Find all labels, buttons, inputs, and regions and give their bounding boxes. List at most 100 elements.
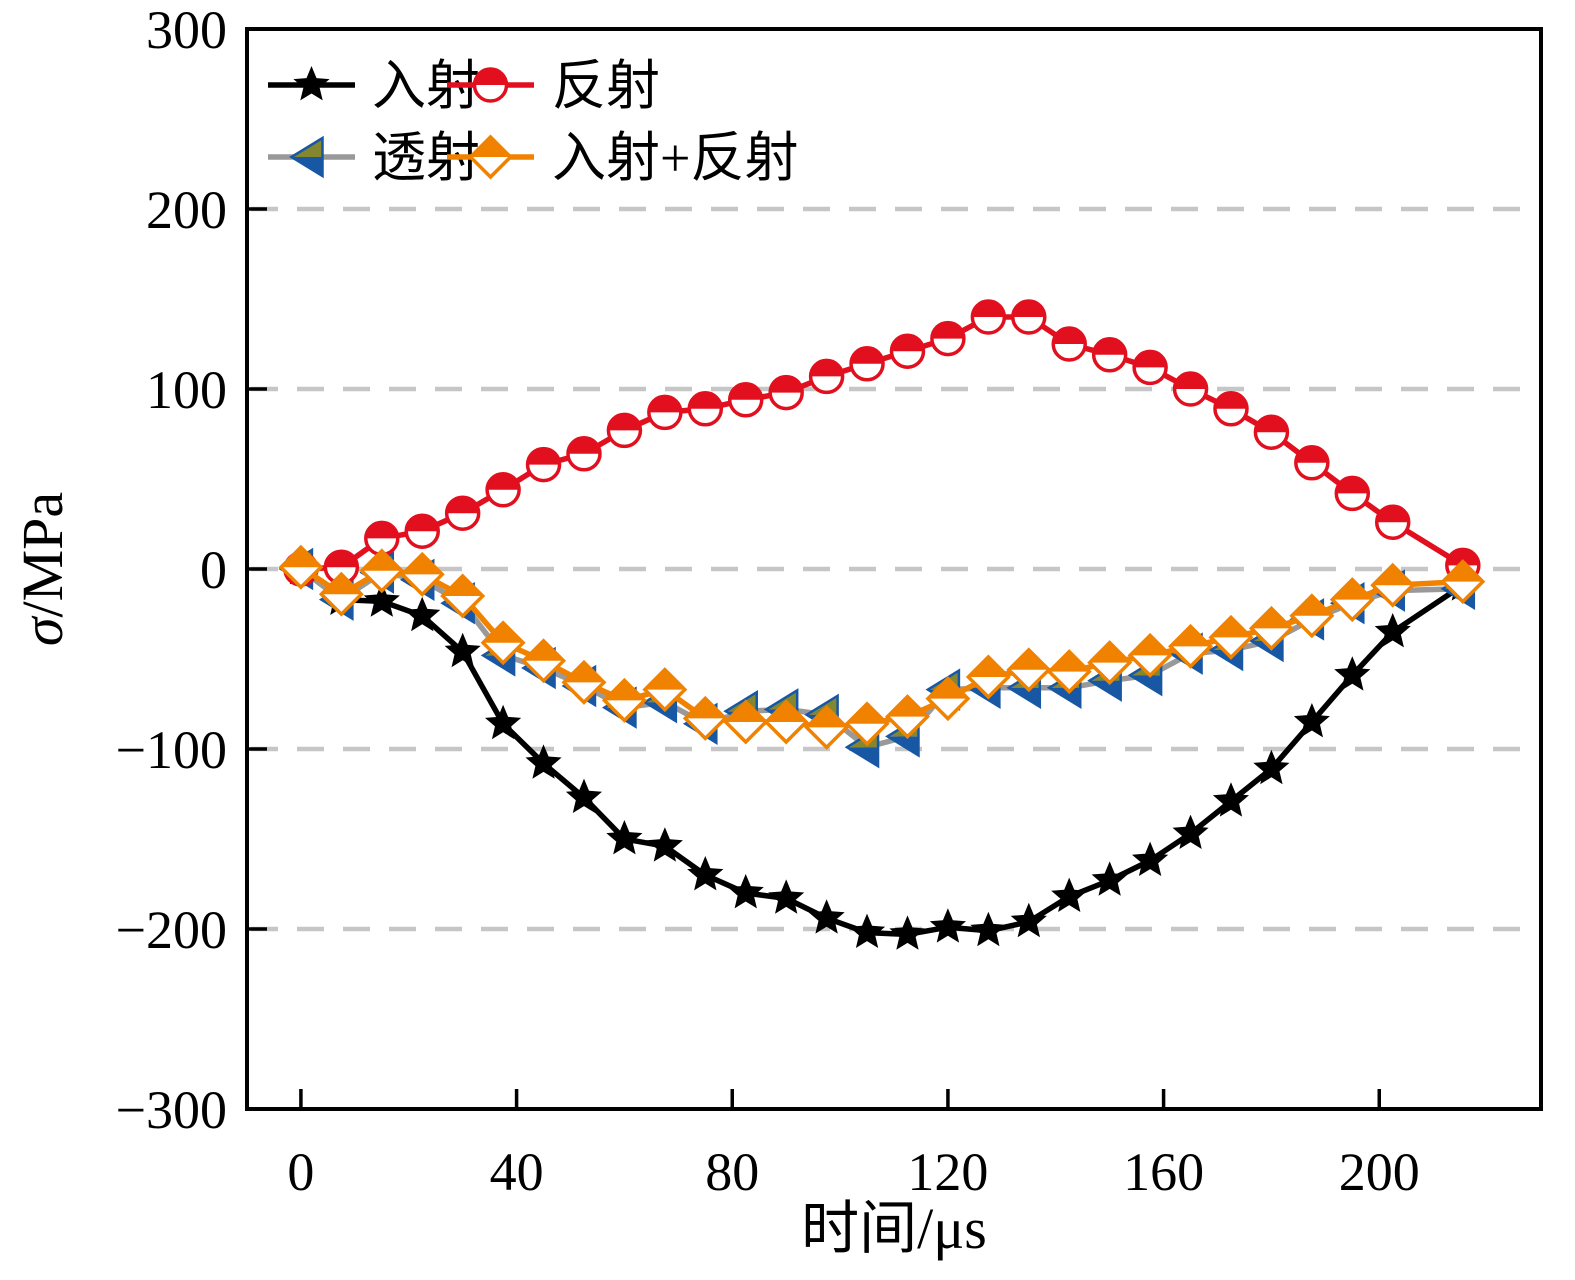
marker-incident_plus_reflected	[965, 654, 1011, 700]
marker-incident	[1293, 703, 1330, 738]
marker-incident	[606, 820, 643, 855]
marker-incident	[808, 899, 845, 934]
marker-incident_plus_reflected	[925, 676, 971, 722]
marker-reflected	[1374, 504, 1411, 540]
marker-incident	[485, 704, 522, 740]
marker-reflected	[849, 346, 885, 382]
marker-incident	[1374, 613, 1411, 648]
axis-labels: 时间/μs σ/MPa	[10, 492, 987, 1261]
marker-incident	[363, 582, 400, 617]
marker-incident_plus_reflected	[763, 699, 809, 745]
marker-reflected	[889, 333, 926, 369]
marker-incident_plus_reflected	[804, 704, 850, 750]
marker-incident	[1334, 656, 1371, 691]
x-tick-label-0: 0	[287, 1142, 314, 1202]
y-tick-label-300: 300	[146, 0, 227, 60]
marker-incident_plus_reflected	[1370, 562, 1416, 608]
marker-reflected	[566, 436, 602, 472]
marker-reflected	[606, 412, 643, 449]
marker-incident	[565, 778, 602, 813]
marker-incident_plus_reflected	[1006, 647, 1052, 693]
x-tick-label-120: 120	[907, 1142, 988, 1202]
marker-incident	[525, 744, 562, 779]
marker-incident	[1132, 841, 1169, 876]
marker-reflected	[1132, 349, 1168, 386]
marker-reflected	[1213, 391, 1249, 427]
marker-incident	[404, 596, 441, 632]
marker-reflected	[323, 549, 360, 585]
marker-incident_plus_reflected	[682, 695, 728, 741]
y-tick-label-200: 200	[146, 180, 227, 240]
marker-incident_plus_reflected	[885, 694, 930, 740]
marker-incident_plus_reflected	[723, 699, 769, 745]
marker-incident_plus_reflected	[1329, 577, 1375, 623]
x-tick-label-40: 40	[490, 1142, 544, 1202]
marker-reflected	[687, 391, 724, 427]
marker-incident_plus_reflected	[1127, 632, 1173, 678]
marker-incident	[727, 874, 764, 909]
marker-reflected	[525, 446, 562, 483]
marker-incident_plus_reflected	[1087, 640, 1133, 686]
series-incident	[282, 550, 1481, 950]
marker-incident	[849, 913, 886, 948]
marker-reflected	[970, 299, 1007, 335]
x-tick-label-200: 200	[1339, 1142, 1420, 1202]
marker-incident_plus_reflected	[1289, 593, 1335, 639]
marker-incident_plus_reflected	[468, 134, 513, 180]
marker-reflected	[404, 513, 440, 549]
y-axis-label: σ/MPa	[10, 492, 75, 646]
marker-incident_plus_reflected	[1440, 559, 1486, 605]
marker-reflected	[930, 320, 966, 357]
marker-incident	[444, 632, 481, 668]
gridlines	[251, 206, 1537, 932]
marker-incident	[1172, 814, 1209, 849]
marker-reflected	[647, 394, 683, 431]
marker-incident	[646, 827, 683, 862]
x-tick-label-160: 160	[1123, 1142, 1204, 1202]
marker-incident	[687, 856, 724, 891]
axis-ticks: 0 40 80 120 160 200 300 200 100 0 −100 −200 −300	[116, 0, 1420, 1202]
marker-reflected	[1091, 337, 1128, 373]
marker-reflected	[768, 374, 804, 411]
marker-incident_plus_reflected	[1208, 614, 1254, 660]
y-tick-label-100: 100	[146, 360, 227, 420]
legend-label-incident_plus_reflected: 入射+反射	[552, 128, 798, 188]
y-tick-label--300: −300	[116, 1080, 227, 1140]
y-tick-label--200: −200	[116, 900, 227, 960]
marker-incident_plus_reflected	[480, 620, 526, 666]
legend-item-incident_plus_reflected: 入射+反射	[447, 128, 798, 188]
marker-incident	[889, 915, 926, 950]
legend-item-incident: 入射	[268, 56, 480, 116]
marker-reflected	[1253, 414, 1290, 450]
marker-incident_plus_reflected	[399, 551, 445, 597]
series-incident_plus_reflected	[278, 544, 1486, 750]
marker-incident	[929, 908, 966, 943]
marker-incident	[970, 911, 1007, 947]
marker-incident_plus_reflected	[561, 659, 607, 705]
marker-incident	[1212, 782, 1249, 817]
marker-reflected	[727, 382, 764, 418]
marker-incident	[768, 879, 805, 914]
marker-reflected	[444, 495, 481, 531]
y-tick-label--100: −100	[116, 720, 227, 780]
legend-label-reflected: 反射	[552, 56, 660, 116]
marker-incident_plus_reflected	[318, 571, 364, 617]
marker-transmitted	[289, 135, 324, 179]
marker-incident_plus_reflected	[1248, 605, 1294, 651]
marker-reflected	[364, 520, 400, 557]
marker-incident	[1091, 861, 1128, 896]
x-axis-label: 时间/μs	[801, 1196, 987, 1261]
marker-incident	[1253, 749, 1290, 785]
marker-incident	[1010, 902, 1047, 938]
marker-incident_plus_reflected	[359, 548, 405, 594]
marker-incident_plus_reflected	[844, 701, 890, 747]
marker-incident_plus_reflected	[521, 638, 567, 684]
marker-reflected	[485, 472, 521, 508]
series-reflected	[283, 299, 1481, 587]
marker-incident_plus_reflected	[440, 573, 486, 619]
legend-item-reflected: 反射	[447, 56, 660, 116]
marker-reflected	[1011, 299, 1047, 335]
